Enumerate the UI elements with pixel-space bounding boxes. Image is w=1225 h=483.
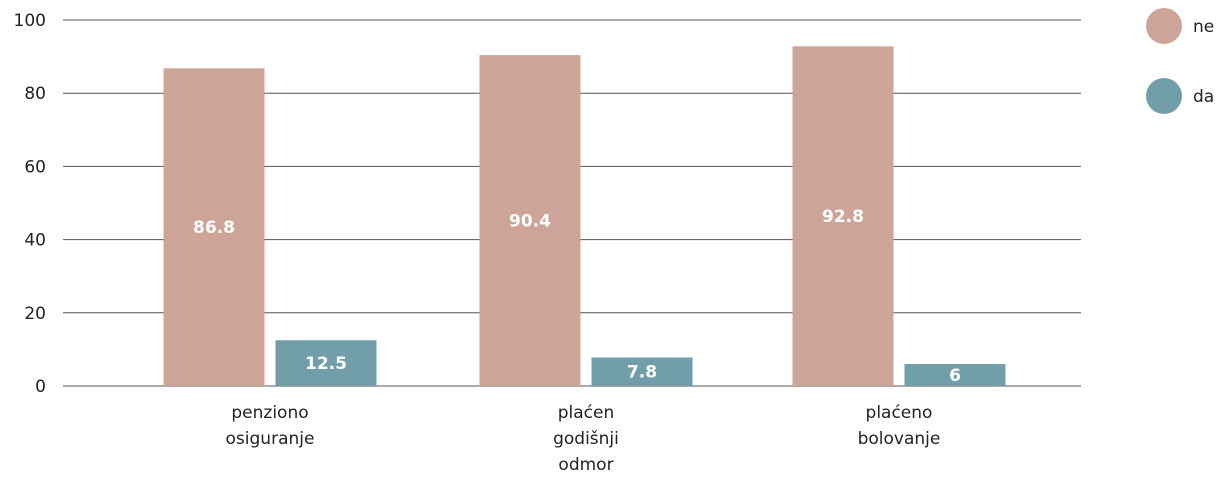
bar-value-label: 7.8 [627, 363, 657, 383]
bar-layer [163, 46, 1006, 387]
y-tick-label: 40 [24, 231, 46, 251]
x-category-label: odmor [558, 455, 613, 475]
bar-value-label: 12.5 [305, 354, 347, 374]
bar-value-label: 86.8 [193, 218, 235, 238]
x-category-label: godišnji [553, 429, 619, 449]
label-layer: 0 20 40 60 80 100 86.8 90.4 92.8 12.5 7.8 6 penziono… [14, 11, 961, 475]
x-category-label: plaćeno [866, 403, 933, 423]
bar-ne-2 [792, 46, 894, 387]
x-category-label: osiguranje [226, 429, 315, 449]
bar-ne-0 [163, 68, 265, 386]
y-tick-label: 100 [14, 11, 46, 31]
bar-value-label: 92.8 [822, 207, 864, 227]
x-category-label: plaćen [558, 403, 615, 423]
legend-swatch-da [1146, 78, 1182, 114]
bar-value-label: 6 [949, 366, 961, 386]
legend-label-ne: ne [1193, 17, 1214, 37]
y-tick-label: 60 [24, 157, 46, 177]
bar-da-0 [275, 340, 377, 386]
y-tick-label: 80 [24, 84, 46, 104]
bar-da-1 [591, 357, 693, 386]
legend: ne da [1146, 8, 1214, 114]
x-category-label: bolovanje [858, 429, 941, 449]
y-tick-label: 0 [35, 377, 46, 397]
bar-value-label: 90.4 [509, 212, 551, 232]
bar-da-2 [904, 364, 1006, 386]
y-tick-label: 20 [24, 304, 46, 324]
legend-label-da: da [1193, 87, 1214, 107]
bar-ne-1 [479, 55, 581, 387]
x-category-label: penziono [231, 403, 308, 423]
legend-swatch-ne [1146, 8, 1182, 44]
